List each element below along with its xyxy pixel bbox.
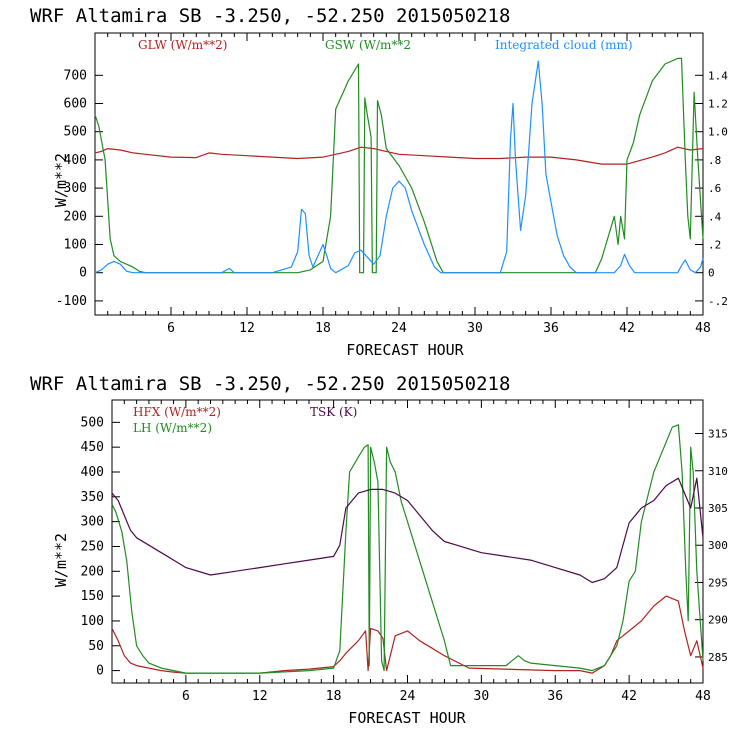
series-line-lh bbox=[111, 424, 704, 674]
panel-top-ylabel: W/m**2 bbox=[52, 153, 70, 207]
x-tick-label: 24 bbox=[400, 689, 416, 704]
panel-bottom-ylabel: W/m**2 bbox=[52, 533, 70, 587]
x-tick-label: 30 bbox=[474, 689, 490, 704]
y-tick-label: 300 bbox=[81, 515, 104, 530]
y-tick-label: 150 bbox=[81, 589, 104, 604]
y2-tick-label: -.2 bbox=[708, 295, 728, 308]
y-tick-label: 100 bbox=[64, 238, 87, 253]
x-tick-label: 36 bbox=[543, 321, 559, 336]
x-tick-label: 12 bbox=[252, 689, 268, 704]
y-tick-label: 0 bbox=[96, 664, 104, 679]
y2-tick-label: .6 bbox=[708, 182, 721, 195]
series-line-glw bbox=[94, 146, 704, 165]
x-tick-label: 42 bbox=[621, 689, 637, 704]
series-line-integrated bbox=[94, 60, 704, 274]
x-tick-label: 24 bbox=[391, 321, 407, 336]
y2-tick-label: 1.4 bbox=[708, 69, 728, 82]
x-tick-label: 30 bbox=[467, 321, 483, 336]
panel-top-xlabel: FORECAST HOUR bbox=[346, 341, 464, 359]
legend-gsw: GSW (W/m**2 bbox=[325, 38, 411, 52]
y-tick-label: 500 bbox=[81, 415, 104, 430]
panel-top: WRF Altamira SB -3.250, -52.250 20150502… bbox=[30, 5, 728, 359]
y-tick-label: 700 bbox=[64, 68, 87, 83]
y-tick-label: 100 bbox=[81, 614, 104, 629]
legend-cloud: Integrated cloud (mm) bbox=[495, 38, 633, 52]
y-tick-label: 200 bbox=[81, 564, 104, 579]
x-tick-label: 48 bbox=[695, 321, 711, 336]
x-tick-label: 36 bbox=[547, 689, 563, 704]
x-tick-label: 18 bbox=[315, 321, 331, 336]
panel-bottom-frame bbox=[111, 399, 704, 684]
y-tick-label: 450 bbox=[81, 440, 104, 455]
y2-tick-label: 310 bbox=[708, 465, 728, 478]
x-tick-label: 6 bbox=[182, 689, 190, 704]
y-tick-label: 250 bbox=[81, 539, 104, 554]
panel-bottom: WRF Altamira SB -3.250, -52.250 20150502… bbox=[30, 373, 728, 727]
x-tick-label: 42 bbox=[619, 321, 635, 336]
y-tick-label: -100 bbox=[56, 294, 87, 309]
legend-hfx: HFX (W/m**2) bbox=[133, 405, 221, 419]
y-tick-label: 400 bbox=[81, 465, 104, 480]
y-tick-label: 500 bbox=[64, 125, 87, 140]
y2-tick-label: 295 bbox=[708, 576, 728, 589]
y2-tick-label: 0 bbox=[708, 267, 715, 280]
panel-top-title: WRF Altamira SB -3.250, -52.250 20150502… bbox=[30, 5, 510, 27]
y2-tick-label: 1.0 bbox=[708, 126, 728, 139]
x-tick-label: 12 bbox=[239, 321, 255, 336]
legend-tsk: TSK (K) bbox=[310, 405, 357, 419]
y2-tick-label: 1.2 bbox=[708, 98, 728, 111]
y2-tick-label: 290 bbox=[708, 614, 728, 627]
y-tick-label: 400 bbox=[64, 153, 87, 168]
panel-bottom-xlabel: FORECAST HOUR bbox=[348, 709, 466, 727]
legend-glw: GLW (W/m**2) bbox=[138, 38, 227, 52]
y2-tick-label: .2 bbox=[708, 239, 721, 252]
y-tick-label: 600 bbox=[64, 97, 87, 112]
y2-tick-label: .4 bbox=[708, 210, 722, 223]
y-tick-label: 200 bbox=[64, 209, 87, 224]
series-line-gsw bbox=[94, 57, 704, 274]
y2-tick-label: 305 bbox=[708, 502, 728, 515]
y2-tick-label: 285 bbox=[708, 651, 728, 664]
y-tick-label: 50 bbox=[88, 639, 104, 654]
y-tick-label: 0 bbox=[79, 266, 87, 281]
x-tick-label: 18 bbox=[326, 689, 342, 704]
legend-lh: LH (W/m**2) bbox=[133, 421, 212, 435]
panel-bottom-title: WRF Altamira SB -3.250, -52.250 20150502… bbox=[30, 373, 510, 395]
x-tick-label: 6 bbox=[167, 321, 175, 336]
y2-tick-label: 315 bbox=[708, 428, 728, 441]
y2-tick-label: .8 bbox=[708, 154, 721, 167]
series-line-tsk bbox=[111, 477, 704, 584]
y-tick-label: 300 bbox=[64, 181, 87, 196]
x-tick-label: 48 bbox=[695, 689, 711, 704]
series-line-hfx bbox=[111, 595, 704, 674]
y2-tick-label: 300 bbox=[708, 539, 728, 552]
y-tick-label: 350 bbox=[81, 490, 104, 505]
